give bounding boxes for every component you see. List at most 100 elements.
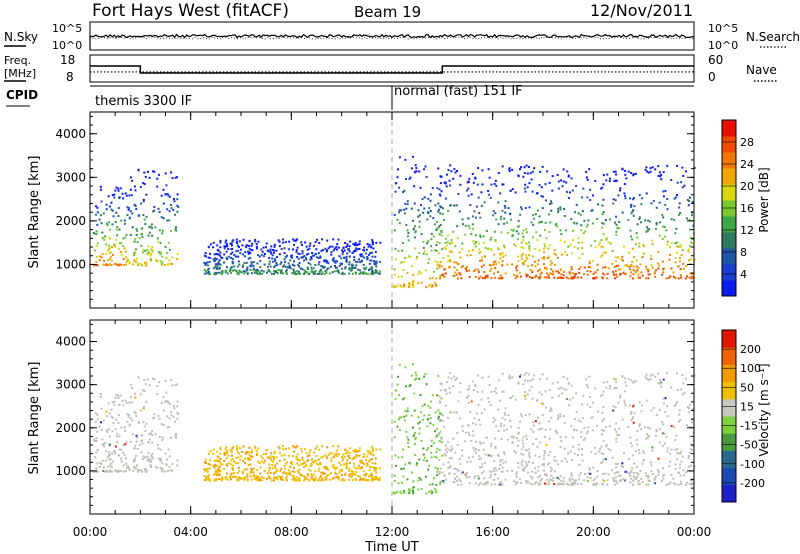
velocity-cell xyxy=(415,377,418,380)
velocity-cell xyxy=(525,449,528,452)
power-cell xyxy=(483,270,486,273)
power-cell xyxy=(521,253,524,256)
power-cell xyxy=(267,269,270,272)
velocity-cell xyxy=(274,477,277,480)
velocity-cell xyxy=(284,447,287,450)
velocity-cell xyxy=(549,466,552,469)
velocity-cell xyxy=(636,475,639,478)
power-cell xyxy=(108,263,111,266)
power-cell xyxy=(578,268,581,271)
velocity-cell xyxy=(479,442,482,445)
velocity-cell xyxy=(602,453,605,456)
velocity-cell xyxy=(342,453,345,456)
velocity-cell xyxy=(405,414,408,417)
power-cell xyxy=(444,197,447,200)
power-cell xyxy=(333,270,336,273)
velocity-cell xyxy=(247,451,250,454)
power-cell xyxy=(578,257,581,260)
velocity-cell xyxy=(140,440,143,443)
power-cell xyxy=(120,263,123,266)
power-cell xyxy=(314,252,317,255)
power-cell xyxy=(602,233,605,236)
velocity-cell xyxy=(231,447,234,450)
velocity-cell xyxy=(217,467,220,470)
velocity-cell xyxy=(631,417,634,420)
power-cell xyxy=(158,173,161,176)
power-cell xyxy=(608,218,611,221)
power-cell xyxy=(284,270,287,273)
power-cell xyxy=(237,255,240,258)
power-cell xyxy=(258,271,261,274)
power-cell xyxy=(524,259,527,262)
velocity-cell xyxy=(272,455,275,458)
velocity-cell xyxy=(148,384,151,387)
velocity-cell xyxy=(459,463,462,466)
power-cell xyxy=(597,203,600,206)
velocity-cell xyxy=(579,420,582,423)
power-cell xyxy=(606,272,609,275)
velocity-cell xyxy=(563,414,566,417)
velocity-cell xyxy=(577,448,580,451)
velocity-cell xyxy=(432,442,435,445)
velocity-cell xyxy=(350,476,353,479)
power-cell xyxy=(560,179,563,182)
power-cell xyxy=(444,182,447,185)
power-cell xyxy=(521,257,524,260)
velocity-cell xyxy=(156,466,159,469)
velocity-cell xyxy=(600,445,603,448)
velocity-cell xyxy=(127,415,130,418)
power-cell xyxy=(402,285,405,288)
power-cell xyxy=(414,231,417,234)
power-cell xyxy=(164,172,167,175)
power-cell xyxy=(632,174,635,177)
power-cell xyxy=(632,277,635,280)
power-cell xyxy=(595,276,598,279)
power-cell xyxy=(516,238,519,241)
power-cell xyxy=(308,244,311,247)
velocity-cell xyxy=(203,479,206,482)
power-cell xyxy=(652,199,655,202)
velocity-cell xyxy=(225,449,228,452)
velocity-cell xyxy=(584,437,587,440)
power-cell xyxy=(547,247,550,250)
power-cell xyxy=(540,186,543,189)
power-cell xyxy=(452,275,455,278)
power-cell xyxy=(567,197,570,200)
power-cell xyxy=(254,240,257,243)
power-cell xyxy=(297,257,300,260)
velocity-cell xyxy=(583,426,586,429)
velocity-cell xyxy=(619,396,622,399)
power-cell xyxy=(465,267,468,270)
power-cell xyxy=(418,170,421,173)
power-cell xyxy=(440,206,443,209)
power-cell xyxy=(217,261,220,264)
power-cell xyxy=(241,265,244,268)
power-cell xyxy=(511,263,514,266)
power-cell xyxy=(120,251,123,254)
velocity-cell xyxy=(490,390,493,393)
velocity-cell xyxy=(332,445,335,448)
power-colorbar-tick: 12 xyxy=(740,224,754,237)
power-cell xyxy=(515,230,518,233)
velocity-cell xyxy=(439,389,442,392)
velocity-cell xyxy=(301,474,304,477)
velocity-cell xyxy=(672,477,675,480)
velocity-cell xyxy=(224,448,227,451)
velocity-cell xyxy=(435,450,438,453)
velocity-cell xyxy=(236,451,239,454)
power-cell xyxy=(371,241,374,244)
velocity-cell xyxy=(99,393,102,396)
power-cell xyxy=(636,236,639,239)
velocity-cell xyxy=(581,448,584,451)
velocity-cell xyxy=(531,470,534,473)
velocity-cell xyxy=(606,380,609,383)
power-cell xyxy=(418,225,421,228)
velocity-cell xyxy=(497,379,500,382)
velocity-cell xyxy=(642,451,645,454)
power-cell xyxy=(348,255,351,258)
power-cell xyxy=(176,210,179,213)
power-cell xyxy=(142,214,145,217)
velocity-cell xyxy=(447,376,450,379)
velocity-cell xyxy=(128,401,131,404)
power-cell xyxy=(436,227,439,230)
